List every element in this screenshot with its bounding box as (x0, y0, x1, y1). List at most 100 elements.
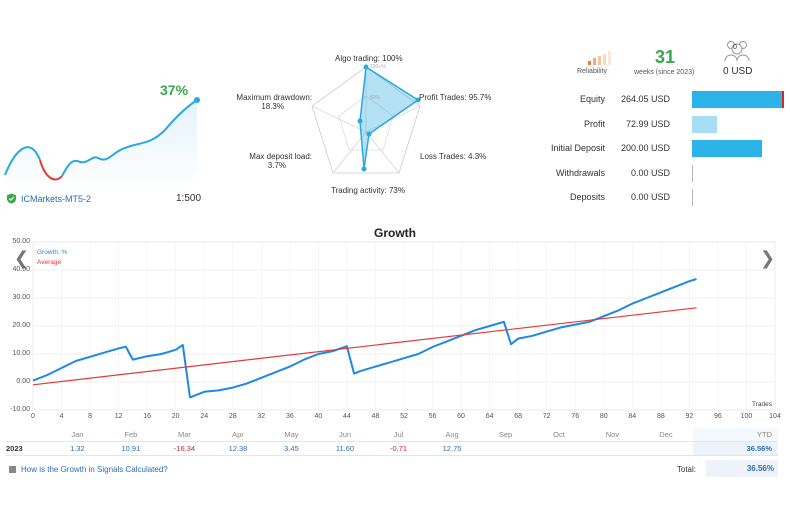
table-corner (6, 428, 51, 442)
month-header: May (284, 430, 299, 439)
month-value-cell (639, 441, 693, 456)
subscribers-count: 0 (733, 44, 737, 51)
stat-label: Profit (583, 119, 605, 129)
y-tick-label: 0.00 (16, 378, 30, 385)
faq-text[interactable]: How is the Growth in Signals Calculated? (21, 465, 168, 474)
faq-link[interactable]: How is the Growth in Signals Calculated? (9, 465, 168, 474)
stat-bar (692, 91, 784, 108)
y-tick-label: -10.00 (10, 406, 30, 413)
month-header: YTD (692, 428, 778, 442)
stat-label: Equity (579, 94, 605, 104)
legend-growth: Growth, % (37, 249, 68, 256)
shield-check-icon (6, 193, 17, 204)
radar-label-profit-trades: Profit Trades: 95.7% (419, 93, 492, 102)
month-value-cell (532, 441, 586, 456)
stat-value: 200.00 USD (620, 143, 670, 153)
subscribers-icon (724, 41, 750, 62)
growth-title: Growth (374, 226, 416, 240)
x-tick-label: 32 (257, 413, 266, 420)
month-value-cell: 11.60 (318, 441, 372, 456)
radar-label-activity: Trading activity: 73% (331, 186, 405, 195)
x-tick-label: 48 (371, 413, 380, 420)
x-tick-label: 92 (685, 413, 694, 420)
radar-chart (311, 64, 421, 174)
month-header: Mar (177, 430, 191, 439)
month-value-cell: 12.38 (211, 441, 265, 456)
month-header: Aug (445, 430, 459, 439)
radar-ring-50: 50% (370, 95, 381, 101)
month-value-cell: -0.71 (371, 441, 426, 456)
ytd-cell: 36.56% (692, 441, 778, 456)
month-value-cell: 1.32 (50, 441, 105, 456)
legend-average: Average (37, 259, 61, 266)
x-tick-label: 8 (88, 413, 93, 420)
stat-label: Withdrawals (555, 168, 605, 178)
month-header-row: Jan Feb Mar Apr May Jun Jul Aug Sep Oct Nov Dec YTD (6, 428, 778, 442)
broker-name[interactable]: ICMarkets-MT5-2 (21, 193, 92, 204)
x-tick-label: 88 (656, 413, 665, 420)
stat-bar-baseline (692, 165, 693, 182)
month-header: Jun (338, 430, 352, 439)
x-tick-label: 76 (571, 413, 580, 420)
x-tick-label: 104 (769, 413, 781, 420)
weeks-label: weeks (since 2023) (634, 69, 695, 76)
year-cell: 2023 (6, 441, 51, 456)
y-tick-label: 40.00 (12, 266, 30, 273)
broker-link[interactable]: ICMarkets-MT5-2 (6, 193, 91, 204)
x-tick-label: 60 (457, 413, 465, 420)
chevron-left-icon[interactable]: ❮ (14, 248, 30, 268)
stat-label: Initial Deposit (550, 143, 605, 153)
month-value-cell: 3.45 (264, 441, 319, 456)
leverage-value: 1:500 (176, 193, 202, 204)
x-tick-label: 24 (200, 413, 209, 420)
x-tick-label: 44 (343, 413, 351, 420)
stat-value: 264.05 USD (620, 94, 670, 104)
month-header: Feb (124, 430, 138, 439)
x-tick-label: 28 (228, 413, 237, 420)
radar-ring-100: 100+% (370, 64, 386, 70)
month-header: Nov (605, 430, 620, 439)
month-header: Oct (553, 430, 565, 439)
radar-label-algo: Algo trading: 100% (335, 54, 403, 63)
table-row: 2023 1.32 10.91 -16.34 12.38 3.45 11.60 -0.71 12… (6, 441, 778, 456)
stat-value: 0.00 USD (630, 192, 670, 202)
x-tick-label: 0 (31, 413, 35, 420)
x-tick-label: 68 (514, 413, 523, 420)
month-value-cell (585, 441, 640, 456)
chevron-right-icon[interactable]: ❯ (760, 248, 776, 268)
stat-value: 72.99 USD (625, 119, 670, 129)
x-tick-label: 4 (59, 413, 64, 420)
stat-bar (692, 140, 762, 157)
y-tick-label: 30.00 (12, 294, 30, 301)
stat-label: Deposits (569, 192, 605, 202)
x-tick-label: 80 (599, 413, 608, 420)
month-header: Dec (659, 430, 673, 439)
faq-icon (9, 466, 16, 473)
radar-label-deposit-load: Max deposit load: 3.7% (249, 152, 312, 170)
x-tick-label: 96 (714, 413, 722, 420)
total-label: Total: (676, 465, 696, 474)
x-tick-label: 36 (285, 413, 294, 420)
month-value-cell: -16.34 (157, 441, 212, 456)
x-tick-label: 72 (542, 413, 551, 420)
x-tick-label: 20 (171, 413, 180, 420)
x-tick-label: 56 (428, 413, 437, 420)
stat-value: 0.00 USD (630, 168, 670, 178)
x-tick-label: 40 (314, 413, 323, 420)
y-tick-label: 10.00 (12, 350, 30, 357)
average-series-line (32, 307, 697, 386)
month-value-cell (478, 441, 533, 456)
reliability-label: Reliability (577, 68, 607, 75)
month-value-cell: 12.75 (425, 441, 479, 456)
total-value: 36.56% (706, 460, 778, 477)
month-header: Sep (498, 430, 513, 439)
x-tick-label: 84 (628, 413, 637, 420)
stat-bar (692, 116, 717, 133)
radar-label-loss-trades: Loss Trades: 4.3% (420, 152, 487, 161)
y-tick-label: 20.00 (12, 322, 30, 329)
stat-bar-baseline (692, 189, 693, 206)
x-tick-label: 100 (740, 413, 753, 420)
gain-percentage: 37% (160, 82, 189, 98)
x-axis-label: Trades (752, 401, 773, 408)
mini-growth-chart (4, 97, 200, 190)
